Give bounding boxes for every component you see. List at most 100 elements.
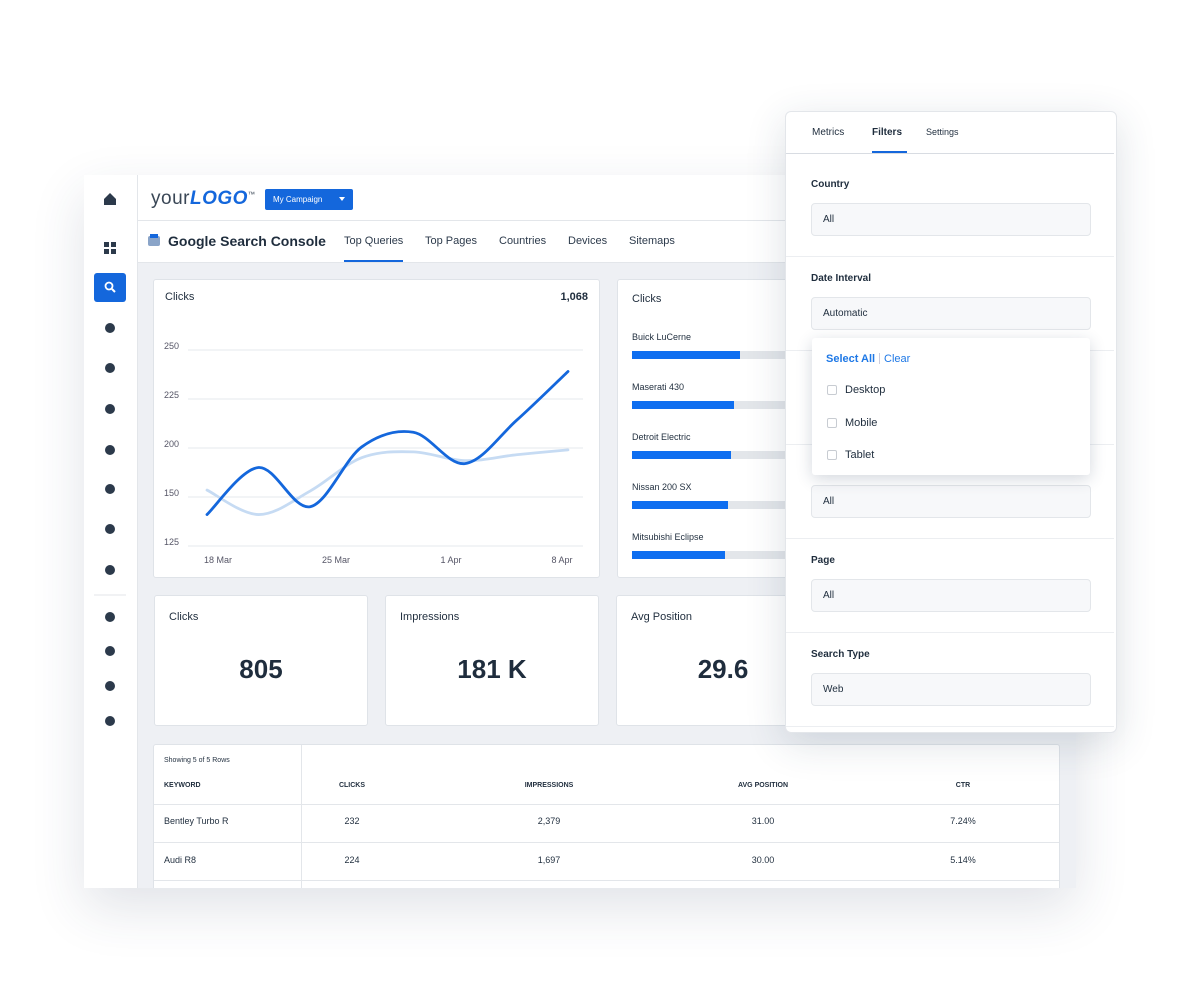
filter-tab[interactable]: Filters — [872, 127, 903, 138]
bar-track — [632, 351, 932, 359]
kpi-label: Clicks — [169, 611, 199, 623]
nav-icon[interactable] — [105, 646, 115, 656]
nav-icon[interactable] — [105, 612, 115, 622]
table-cell: 30.00 — [751, 855, 775, 865]
row-line — [154, 804, 1059, 805]
checkbox[interactable] — [827, 450, 837, 460]
bar — [632, 351, 740, 359]
logo: yourLOGO™ — [151, 188, 255, 210]
select-box[interactable]: All — [811, 203, 1091, 236]
table-cell: 5.14% — [950, 855, 976, 865]
nav-icon[interactable] — [105, 404, 115, 414]
bar — [632, 401, 734, 409]
select-box[interactable]: Web — [811, 673, 1091, 706]
row-line — [154, 842, 1059, 843]
select-box[interactable]: All — [811, 579, 1091, 612]
select-box[interactable]: Automatic — [811, 297, 1091, 330]
clear[interactable]: Clear — [884, 353, 911, 365]
column-header: AVG POSITION — [737, 782, 789, 789]
x-tick-label: 8 Apr — [551, 555, 572, 565]
y-tick-label: 250 — [164, 341, 179, 351]
bar-track — [632, 551, 932, 559]
page-tab[interactable]: Top Pages — [425, 235, 477, 247]
select-box[interactable]: All — [811, 485, 1091, 518]
option-label[interactable]: Mobile — [845, 416, 878, 429]
bar — [632, 501, 728, 509]
line-series — [205, 448, 570, 516]
nav-icon[interactable] — [105, 323, 115, 333]
nav-icon[interactable] — [105, 484, 115, 494]
page-tab[interactable]: Top Queries — [344, 235, 404, 247]
option-label[interactable]: Desktop — [845, 384, 886, 396]
table-caption: Showing 5 of 5 Rows — [164, 757, 230, 764]
filter-panel: Metrics Filters Settings Country All Date In… — [785, 111, 1117, 733]
bar — [632, 451, 731, 459]
table-cell: 7.24% — [950, 816, 976, 826]
filter-tab[interactable]: Settings — [926, 127, 959, 137]
table-cell: 232 — [344, 816, 360, 826]
x-tick-label: 25 Mar — [322, 555, 350, 565]
page-tab[interactable]: Sitemaps — [629, 235, 675, 247]
nav-icon[interactable] — [105, 363, 115, 373]
data-table: Showing 5 of 5 Rows KEYWORD CLICKS IMPRESS… — [153, 744, 1060, 888]
page-title: Google Search Console — [168, 233, 326, 249]
grid-icon[interactable] — [104, 242, 116, 254]
nav-icon[interactable] — [105, 445, 115, 455]
field-label: Page — [811, 555, 835, 566]
caret — [339, 197, 345, 201]
column-header: CTR — [955, 782, 971, 789]
sidebar-icons — [94, 193, 126, 726]
line-series — [205, 370, 570, 516]
select-all[interactable]: Select All — [826, 353, 876, 365]
chart-title: Clicks — [165, 291, 195, 303]
active-underline — [344, 260, 403, 262]
query-name: Mitsubishi Eclipse — [632, 532, 704, 542]
sidebar — [84, 175, 138, 888]
bar — [632, 551, 725, 559]
table-cell: 31.00 — [751, 816, 775, 826]
select-value: All — [823, 496, 835, 507]
checkbox[interactable] — [827, 385, 837, 395]
bar-track — [632, 401, 932, 409]
nav-icon[interactable] — [105, 716, 115, 726]
logo-prefix: your — [151, 188, 190, 209]
table-cell: Audi R8 — [164, 855, 197, 865]
logo-brand: LOGO — [189, 188, 248, 209]
nav-icon[interactable] — [105, 565, 115, 575]
queries-title: Clicks — [632, 293, 662, 305]
row-line — [154, 880, 1059, 881]
kpi-card: Impressions 181 K — [385, 595, 599, 726]
kpi-label: Impressions — [400, 611, 460, 623]
kpi-label: Avg Position — [631, 611, 692, 623]
chart-total: 1,068 — [560, 291, 588, 303]
nav-icon[interactable] — [105, 524, 115, 534]
column-header: IMPRESSIONS — [524, 782, 574, 789]
section-divider — [786, 538, 1114, 539]
tab-divider — [786, 153, 1114, 154]
home-icon[interactable] — [104, 193, 116, 205]
checkbox[interactable] — [827, 417, 837, 428]
search-icon[interactable] — [104, 281, 114, 291]
chart-card: Clicks 1,068 — [153, 279, 600, 578]
query-name: Maserati 430 — [632, 382, 685, 392]
filter-tab[interactable]: Metrics — [812, 127, 845, 138]
device-dropdown: Select All Clear Desktop Mobile Tablet — [812, 338, 1090, 475]
page-tab[interactable]: Devices — [568, 235, 608, 247]
nav-icon[interactable] — [105, 681, 115, 691]
section-divider — [786, 632, 1114, 633]
campaign-button[interactable]: My Campaign — [265, 189, 353, 210]
option-label[interactable]: Tablet — [845, 449, 875, 461]
line-chart: 250 225 200 150 125 18 Mar 25 Mar 1 Apr 8 Apr — [164, 341, 583, 565]
bar-track — [632, 451, 932, 459]
table-cell: 2,379 — [537, 816, 561, 826]
bar-track — [632, 501, 932, 509]
page-tab[interactable]: Countries — [499, 235, 547, 247]
select-value: All — [823, 214, 835, 225]
column-divider — [301, 745, 302, 888]
kpi-card: Clicks 805 — [154, 595, 368, 726]
query-name: Nissan 200 SX — [632, 482, 692, 492]
table-cell: 224 — [344, 855, 360, 865]
campaign-label: My Campaign — [273, 195, 323, 204]
select-value: Automatic — [823, 308, 868, 319]
